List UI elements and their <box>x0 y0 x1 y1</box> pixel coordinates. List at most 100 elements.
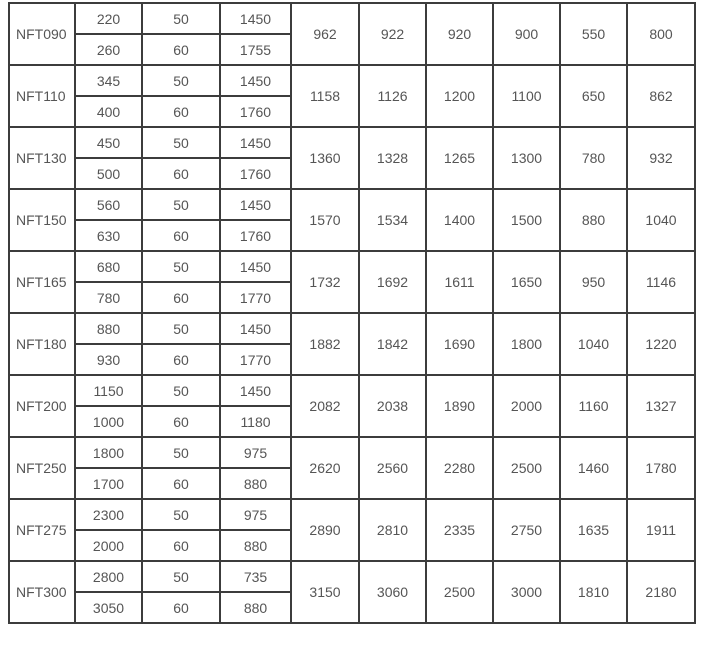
sub-value-cell: 2800 <box>74 560 143 593</box>
sub-value-cell: 1180 <box>219 405 292 438</box>
value-cell: 1890 <box>425 374 494 438</box>
sub-value-cell: 880 <box>74 312 143 345</box>
value-cell: 1732 <box>290 250 360 314</box>
sub-value-cell: 50 <box>141 250 221 283</box>
sub-value-cell: 60 <box>141 33 221 66</box>
value-cell: 2500 <box>492 436 561 500</box>
value-cell: 800 <box>626 2 696 66</box>
value-cell: 1146 <box>626 250 696 314</box>
value-cell: 1360 <box>290 126 360 190</box>
table-row: 780 60 1770 <box>9 281 695 314</box>
sub-value-cell: 1450 <box>219 2 292 35</box>
value-cell: 932 <box>626 126 696 190</box>
sub-value-cell: 500 <box>74 157 143 190</box>
sub-value-cell: 50 <box>141 312 221 345</box>
value-cell: 1810 <box>559 560 628 624</box>
sub-value-cell: 60 <box>141 405 221 438</box>
value-cell: 2335 <box>425 498 494 562</box>
value-cell: 900 <box>492 2 561 66</box>
sub-value-cell: 880 <box>219 529 292 562</box>
table-row: 3050 60 880 <box>9 591 695 624</box>
sub-value-cell: 880 <box>219 591 292 624</box>
sub-value-cell: 220 <box>74 2 143 35</box>
value-cell: 1842 <box>358 312 427 376</box>
sub-value-cell: 50 <box>141 64 221 97</box>
table-row: 630 60 1760 <box>9 219 695 252</box>
value-cell: 2082 <box>290 374 360 438</box>
sub-value-cell: 975 <box>219 498 292 531</box>
value-cell: 2500 <box>425 560 494 624</box>
table-row: 1700 60 880 <box>9 467 695 500</box>
table-row: 500 60 1760 <box>9 157 695 190</box>
value-cell: 2180 <box>626 560 696 624</box>
value-cell: 550 <box>559 2 628 66</box>
sub-value-cell: 1450 <box>219 64 292 97</box>
sub-value-cell: 60 <box>141 219 221 252</box>
value-cell: 1200 <box>425 64 494 128</box>
value-cell: 1460 <box>559 436 628 500</box>
model-cell: NFT165 <box>8 250 76 314</box>
sub-value-cell: 1450 <box>219 312 292 345</box>
value-cell: 1570 <box>290 188 360 252</box>
value-cell: 3000 <box>492 560 561 624</box>
sub-value-cell: 2000 <box>74 529 143 562</box>
model-cell: NFT180 <box>8 312 76 376</box>
sub-value-cell: 1000 <box>74 405 143 438</box>
sub-value-cell: 1770 <box>219 343 292 376</box>
sub-value-cell: 3050 <box>74 591 143 624</box>
sub-value-cell: 50 <box>141 374 221 407</box>
sub-value-cell: 1760 <box>219 95 292 128</box>
table-row: NFT110 345 50 1450 1158 1126 1200 1100 650 862 <box>8 64 696 128</box>
sub-value-cell: 1450 <box>219 374 292 407</box>
sub-value-cell: 60 <box>141 529 221 562</box>
value-cell: 1800 <box>492 312 561 376</box>
table-row: NFT275 2300 50 975 2890 2810 2335 2750 1635 1911 <box>8 498 696 562</box>
sub-value-cell: 345 <box>74 64 143 97</box>
table-row: 930 60 1770 <box>9 343 695 376</box>
value-cell: 1534 <box>358 188 427 252</box>
table-body: NFT090 220 50 1450 962 922 920 900 550 800 260 60 17… <box>8 2 696 624</box>
sub-value-cell: 60 <box>141 467 221 500</box>
sub-value-cell: 680 <box>74 250 143 283</box>
value-cell: 880 <box>559 188 628 252</box>
sub-value-cell: 260 <box>74 33 143 66</box>
sub-value-cell: 50 <box>141 188 221 221</box>
sub-value-cell: 780 <box>74 281 143 314</box>
value-cell: 1265 <box>425 126 494 190</box>
value-cell: 1500 <box>492 188 561 252</box>
value-cell: 1690 <box>425 312 494 376</box>
value-cell: 1100 <box>492 64 561 128</box>
sub-value-cell: 1760 <box>219 157 292 190</box>
value-cell: 1040 <box>626 188 696 252</box>
sub-value-cell: 1700 <box>74 467 143 500</box>
table-row: NFT180 880 50 1450 1882 1842 1690 1800 1040 1220 <box>8 312 696 376</box>
table-row: NFT130 450 50 1450 1360 1328 1265 1300 780 932 <box>8 126 696 190</box>
sub-value-cell: 1770 <box>219 281 292 314</box>
value-cell: 1911 <box>626 498 696 562</box>
sub-value-cell: 1800 <box>74 436 143 469</box>
model-cell: NFT090 <box>8 2 76 66</box>
table-row: NFT150 560 50 1450 1570 1534 1400 1500 880 1040 <box>8 188 696 252</box>
sub-value-cell: 880 <box>219 467 292 500</box>
value-cell: 1650 <box>492 250 561 314</box>
sub-value-cell: 630 <box>74 219 143 252</box>
model-cell: NFT200 <box>8 374 76 438</box>
sub-value-cell: 50 <box>141 560 221 593</box>
value-cell: 1692 <box>358 250 427 314</box>
sub-value-cell: 560 <box>74 188 143 221</box>
sub-value-cell: 50 <box>141 126 221 159</box>
sub-value-cell: 60 <box>141 343 221 376</box>
sub-value-cell: 50 <box>141 498 221 531</box>
sub-value-cell: 975 <box>219 436 292 469</box>
value-cell: 1780 <box>626 436 696 500</box>
value-cell: 1400 <box>425 188 494 252</box>
value-cell: 2750 <box>492 498 561 562</box>
value-cell: 2560 <box>358 436 427 500</box>
value-cell: 1611 <box>425 250 494 314</box>
sub-value-cell: 1760 <box>219 219 292 252</box>
table-row: NFT090 220 50 1450 962 922 920 900 550 800 <box>8 2 696 66</box>
sub-value-cell: 60 <box>141 591 221 624</box>
sub-value-cell: 1755 <box>219 33 292 66</box>
value-cell: 950 <box>559 250 628 314</box>
value-cell: 1040 <box>559 312 628 376</box>
